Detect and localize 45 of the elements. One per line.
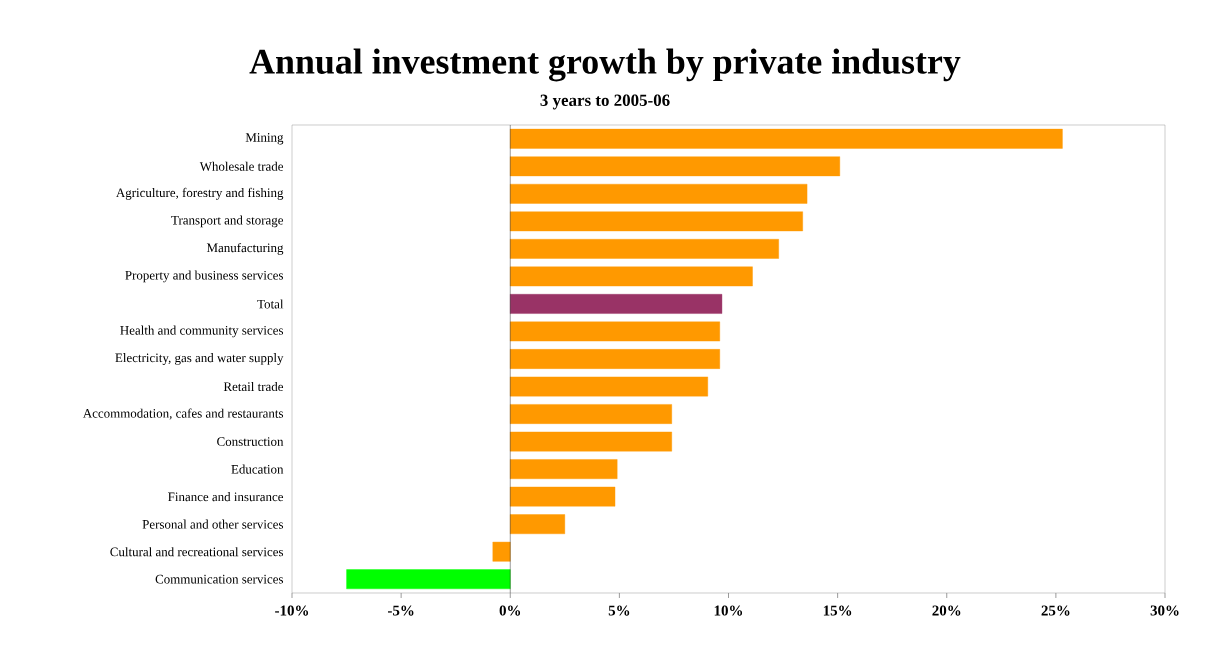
bar [510, 183, 808, 204]
x-tick-label: -5% [387, 605, 414, 616]
bar [510, 321, 720, 342]
x-tick-label: 25% [1041, 605, 1070, 616]
x-tick-label: -10% [275, 605, 309, 616]
bar [510, 376, 708, 397]
x-tick-label: 10% [714, 605, 743, 616]
y-tick-label: Education [231, 464, 284, 474]
y-tick-label: Agriculture, forestry and fishing [116, 187, 284, 200]
x-tick-label: 5% [608, 605, 630, 616]
bar [510, 431, 672, 452]
y-tick-label: Finance and insurance [168, 492, 284, 502]
y-tick-label: Property and business services [125, 270, 284, 283]
y-tick-label: Retail trade [223, 381, 284, 392]
bar [510, 349, 720, 369]
x-tick-label: 30% [1150, 605, 1179, 616]
bar [510, 266, 753, 287]
y-tick-label: Total [257, 299, 284, 309]
bar [510, 211, 803, 232]
bar [510, 128, 1063, 149]
y-tick-label: Manufacturing [206, 242, 284, 255]
chart-subtitle: 3 years to 2005-06 [540, 94, 670, 110]
bar [510, 459, 618, 479]
y-tick-label: Construction [217, 437, 284, 446]
y-tick-label: Cultural and recreational services [110, 547, 284, 557]
y-tick-label: Personal and other services [142, 519, 284, 529]
y-tick-label: Transport and storage [171, 215, 284, 228]
bar [492, 541, 511, 562]
bar [346, 569, 511, 590]
y-tick-label: Communication services [155, 574, 284, 584]
y-tick-label: Electricity, gas and water supply [115, 353, 284, 365]
bar [510, 514, 566, 534]
x-tick-label: 0% [499, 605, 521, 616]
y-tick-label: Accommodation, cafes and restaurants [82, 408, 284, 420]
bar [510, 404, 672, 424]
bar [510, 156, 841, 177]
y-tick-label: Mining [245, 133, 284, 145]
x-tick-label: 20% [932, 605, 961, 616]
bar [510, 294, 723, 314]
y-tick-label: Wholesale trade [199, 161, 284, 171]
chart-title: Annual investment growth by private industry [249, 48, 961, 82]
bar [510, 486, 616, 507]
y-tick-label: Health and community services [120, 325, 284, 338]
x-tick-label: 15% [823, 605, 852, 616]
bar [510, 239, 779, 259]
